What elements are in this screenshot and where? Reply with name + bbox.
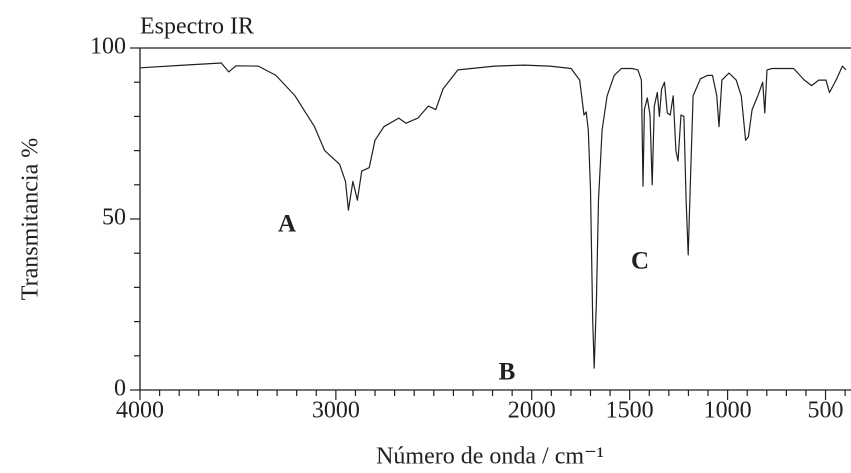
y-tick-label: 50 — [102, 205, 126, 231]
y-tick-label: 100 — [90, 34, 126, 60]
x-axis-label: Número de onda / cm⁻¹ — [376, 444, 604, 470]
peak-annotation: A — [278, 211, 296, 238]
y-tick-label: 0 — [114, 376, 126, 402]
x-tick-label: 500 — [808, 398, 844, 424]
x-tick-label: 2000 — [508, 398, 556, 424]
x-tick-label: 1500 — [606, 398, 654, 424]
peak-annotation: C — [631, 248, 649, 275]
spectrum-line — [139, 62, 847, 369]
x-tick-label: 3000 — [312, 398, 360, 424]
chart-title: Espectro IR — [140, 14, 254, 40]
x-tick-label: 1000 — [704, 398, 752, 424]
x-tick-label: 4000 — [116, 398, 164, 424]
y-axis-label: Transmitancia % — [18, 138, 44, 300]
peak-annotation: B — [499, 359, 516, 386]
